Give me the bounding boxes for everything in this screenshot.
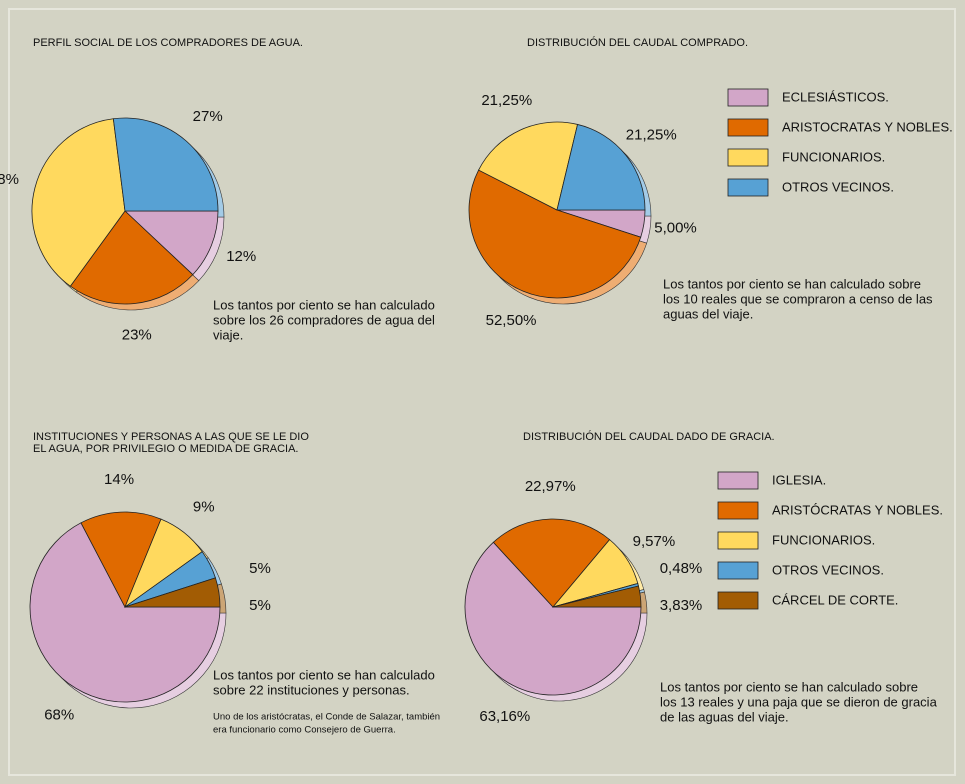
chart-title: DISTRIBUCIÓN DEL CAUDAL DADO DE GRACIA.	[523, 430, 775, 443]
data-label: 12%	[226, 248, 256, 265]
legend-swatch	[717, 561, 759, 580]
data-label: 52,50%	[486, 312, 537, 329]
note: sobre los 26 compradores de agua del	[213, 312, 435, 327]
legend-label: IGLESIA.	[772, 472, 826, 487]
note: los 13 reales y una paja que se dieron d…	[660, 694, 938, 709]
data-label: 22,97%	[525, 478, 576, 495]
pie-slice	[492, 518, 611, 608]
legend-swatch	[727, 148, 769, 167]
frame	[8, 8, 956, 776]
pie-slice	[80, 511, 162, 608]
note: Los tantos por ciento se han calculado	[213, 297, 435, 312]
note: viaje.	[213, 327, 243, 342]
legend-label: ARISTOCRATAS Y NOBLES.	[782, 119, 953, 134]
data-label: 68%	[44, 707, 74, 724]
footnote: era funcionario como Consejero de Guerra…	[213, 725, 396, 736]
pie-slice	[556, 123, 646, 211]
data-label: 5%	[249, 597, 271, 614]
data-label: 63,16%	[479, 708, 530, 725]
footnote: Uno de los aristócratas, el Conde de Sal…	[213, 712, 440, 723]
chart-title: EL AGUA, POR PRIVILEGIO O MEDIDA DE GRAC…	[33, 443, 299, 455]
legend-swatch	[717, 591, 759, 610]
data-label: 5,00%	[654, 220, 697, 237]
data-label: 27%	[193, 108, 223, 125]
chart-title: INSTITUCIONES Y PERSONAS A LAS QUE SE LE…	[33, 431, 309, 443]
note: los 10 reales que se compraron a censo d…	[663, 291, 933, 306]
legend-swatch	[727, 88, 769, 107]
legend-label: OTROS VECINOS.	[772, 562, 884, 577]
data-label: 0,48%	[660, 560, 703, 577]
pie-slice	[124, 577, 221, 608]
pie-slice	[464, 541, 642, 696]
legend-label: OTROS VECINOS.	[782, 179, 894, 194]
data-label: 9%	[193, 498, 215, 515]
note: aguas del viaje.	[663, 306, 753, 321]
legend-label: ARISTÓCRATAS Y NOBLES.	[772, 502, 943, 517]
data-label: 9,57%	[633, 533, 676, 550]
chart-title: DISTRIBUCIÓN DEL CAUDAL COMPRADO.	[527, 36, 748, 49]
chart-title: PERFIL SOCIAL DE LOS COMPRADORES DE AGUA…	[33, 37, 303, 49]
pie-slice	[468, 169, 642, 299]
legend-label: ECLESIÁSTICOS.	[782, 89, 889, 104]
legend-swatch	[717, 471, 759, 490]
pie-slice	[31, 118, 126, 287]
note: de las aguas del viaje.	[660, 709, 789, 724]
note: sobre 22 instituciones y personas.	[213, 682, 410, 697]
data-label: 21,25%	[626, 127, 677, 144]
legend-label: FUNCIONARIOS.	[782, 149, 885, 164]
legend-label: CÁRCEL DE CORTE.	[772, 592, 898, 607]
pie-slice	[112, 117, 219, 212]
legend-swatch	[727, 118, 769, 137]
pie-slice	[29, 522, 221, 703]
legend-label: FUNCIONARIOS.	[772, 532, 875, 547]
note: Los tantos por ciento se han calculado s…	[660, 679, 918, 694]
data-label: 3,83%	[660, 597, 703, 614]
legend-swatch	[717, 501, 759, 520]
data-label: 21,25%	[481, 92, 532, 109]
legend-swatch	[717, 531, 759, 550]
note: Los tantos por ciento se han calculado s…	[663, 276, 921, 291]
data-label: 5%	[249, 560, 271, 577]
data-label: 23%	[122, 326, 152, 343]
data-label: 14%	[104, 471, 134, 488]
note: Los tantos por ciento se han calculado	[213, 667, 435, 682]
pie-slice	[69, 210, 194, 305]
pie-slice	[478, 121, 579, 211]
data-label: 38%	[0, 171, 19, 188]
pie-slice	[123, 210, 219, 276]
pie-slice	[552, 585, 642, 608]
legend-swatch	[727, 178, 769, 197]
